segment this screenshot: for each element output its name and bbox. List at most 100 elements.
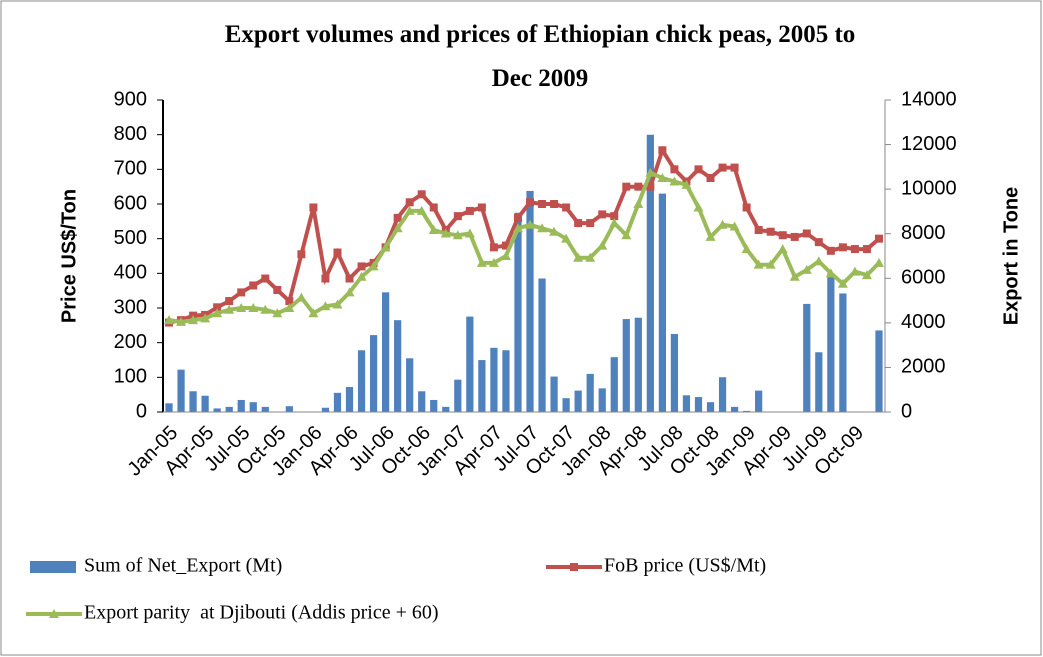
bar — [382, 292, 390, 412]
bar — [634, 317, 642, 412]
marker — [694, 165, 703, 174]
bar — [610, 357, 618, 412]
bar — [285, 406, 293, 412]
y-axis-label: Price US$/Ton — [58, 189, 80, 323]
bar — [418, 391, 426, 412]
marker — [610, 212, 619, 221]
marker — [249, 281, 258, 290]
bar — [201, 395, 209, 412]
bar — [658, 193, 666, 412]
marker — [621, 230, 632, 240]
bar — [670, 334, 679, 412]
marker — [357, 262, 366, 271]
marker — [176, 316, 187, 326]
marker — [464, 228, 475, 238]
marker — [380, 242, 391, 252]
marker — [512, 223, 523, 233]
y-tick-label: 100 — [114, 366, 147, 388]
marker — [476, 257, 487, 267]
marker — [212, 308, 223, 318]
chart-title: Export volumes and prices of Ethiopian c… — [225, 21, 856, 92]
marker — [838, 243, 847, 252]
marker — [754, 226, 763, 234]
marker — [452, 230, 463, 240]
y2-tick-label: 10000 — [901, 177, 957, 199]
marker — [356, 271, 367, 281]
marker — [392, 223, 403, 233]
marker — [646, 182, 655, 191]
marker — [272, 308, 283, 318]
bar — [261, 406, 269, 412]
marker — [237, 288, 246, 297]
bar — [165, 403, 173, 412]
marker — [778, 231, 787, 240]
marker — [236, 303, 247, 312]
marker — [248, 303, 259, 312]
legend-marker — [49, 609, 59, 618]
legend-label: Sum of Net_Export (Mt) — [84, 555, 282, 577]
marker — [345, 274, 354, 283]
marker — [609, 218, 620, 228]
bar — [225, 406, 233, 412]
marker — [658, 146, 667, 155]
marker — [765, 259, 776, 269]
marker — [333, 248, 342, 257]
y2-tick-label: 8000 — [901, 222, 946, 244]
marker — [742, 203, 751, 212]
bar — [682, 395, 691, 412]
marker — [344, 287, 355, 297]
marker — [500, 251, 511, 260]
bar — [321, 407, 330, 412]
y2-tick-label: 14000 — [901, 88, 957, 110]
marker — [681, 179, 692, 189]
marker — [213, 303, 222, 312]
bar — [249, 402, 257, 412]
marker — [718, 163, 727, 172]
bar — [743, 410, 751, 412]
marker — [802, 229, 811, 238]
marker — [597, 240, 608, 250]
marker — [477, 203, 486, 212]
legend-marker — [570, 563, 578, 571]
marker — [634, 182, 643, 191]
marker — [573, 252, 584, 262]
bar — [538, 278, 546, 412]
bar — [357, 350, 366, 412]
y-tick-label: 900 — [114, 88, 147, 110]
y2-tick-label: 0 — [901, 400, 912, 422]
bar — [875, 330, 883, 412]
marker — [417, 190, 426, 199]
marker — [273, 285, 282, 294]
bar — [646, 134, 654, 412]
bar — [502, 350, 510, 412]
bar — [598, 388, 606, 412]
marker — [826, 246, 835, 255]
marker — [393, 213, 402, 222]
marker — [670, 165, 679, 174]
marker — [705, 231, 716, 241]
bar — [803, 303, 811, 412]
bar — [706, 402, 715, 412]
marker — [562, 203, 571, 212]
bar — [442, 406, 450, 412]
marker — [550, 200, 559, 208]
marker — [585, 252, 596, 262]
bar — [574, 390, 582, 412]
marker — [164, 315, 175, 325]
bar — [237, 399, 245, 412]
marker — [549, 226, 560, 236]
marker — [332, 299, 343, 309]
y-tick-label: 500 — [114, 227, 147, 249]
marker — [741, 244, 752, 254]
bar — [526, 190, 534, 412]
marker — [526, 198, 535, 207]
y-tick-label: 800 — [114, 123, 147, 145]
bar — [586, 373, 594, 412]
marker — [453, 212, 462, 221]
marker — [861, 270, 872, 280]
marker — [465, 206, 474, 215]
marker — [428, 225, 439, 234]
bar — [406, 358, 414, 412]
bar — [345, 387, 354, 412]
